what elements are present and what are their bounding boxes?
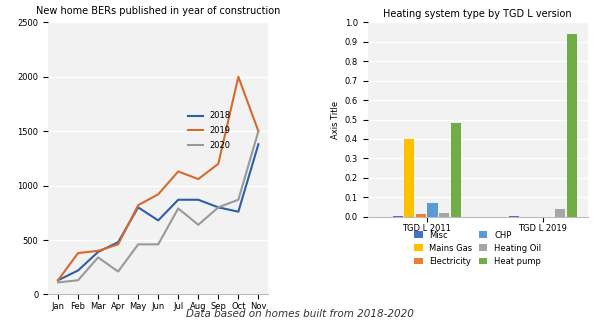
Bar bbox=[439, 213, 449, 217]
Line: 2020: 2020 bbox=[58, 131, 259, 283]
2020 bbox=[215, 205, 222, 209]
2019 bbox=[55, 278, 62, 282]
Bar bbox=[566, 34, 577, 217]
2019 bbox=[155, 192, 162, 196]
Text: Data based on homes built from 2018-2020: Data based on homes built from 2018-2020 bbox=[186, 309, 414, 319]
2019 bbox=[255, 129, 262, 133]
2020 bbox=[74, 278, 82, 282]
2020 bbox=[55, 281, 62, 284]
2019 bbox=[215, 162, 222, 166]
2018 bbox=[235, 210, 242, 214]
2018 bbox=[134, 205, 142, 209]
Bar bbox=[451, 124, 461, 217]
2019 bbox=[194, 177, 202, 181]
Bar bbox=[555, 209, 565, 217]
2019 bbox=[74, 251, 82, 255]
2018 bbox=[74, 268, 82, 272]
2020 bbox=[194, 223, 202, 227]
Bar bbox=[416, 214, 426, 217]
Bar bbox=[509, 216, 519, 217]
2019 bbox=[134, 203, 142, 207]
2018 bbox=[155, 219, 162, 222]
Legend: 2018, 2019, 2020: 2018, 2019, 2020 bbox=[184, 108, 234, 154]
2018 bbox=[55, 278, 62, 282]
2019 bbox=[115, 243, 122, 246]
2020 bbox=[235, 198, 242, 202]
2020 bbox=[115, 270, 122, 274]
2018 bbox=[194, 198, 202, 202]
2020 bbox=[94, 255, 101, 259]
2020 bbox=[155, 243, 162, 246]
Bar bbox=[392, 216, 403, 217]
Title: Heating system type by TGD L version: Heating system type by TGD L version bbox=[383, 9, 572, 19]
2018 bbox=[215, 205, 222, 209]
Line: 2018: 2018 bbox=[58, 144, 259, 280]
2019 bbox=[94, 249, 101, 253]
2020 bbox=[255, 129, 262, 133]
2019 bbox=[175, 170, 182, 173]
Legend: Misc, Mains Gas, Electricity, CHP, Heating Oil, Heat pump: Misc, Mains Gas, Electricity, CHP, Heati… bbox=[415, 231, 541, 266]
Bar bbox=[427, 203, 437, 217]
Line: 2019: 2019 bbox=[58, 77, 259, 280]
2019 bbox=[235, 75, 242, 79]
2020 bbox=[175, 206, 182, 210]
Y-axis label: Axis Title: Axis Title bbox=[331, 100, 340, 139]
2020 bbox=[134, 243, 142, 246]
Title: New home BERs published in year of construction: New home BERs published in year of const… bbox=[36, 6, 280, 16]
2018 bbox=[175, 198, 182, 202]
Bar bbox=[404, 139, 415, 217]
2018 bbox=[94, 250, 101, 254]
2018 bbox=[115, 240, 122, 244]
2018 bbox=[255, 142, 262, 146]
